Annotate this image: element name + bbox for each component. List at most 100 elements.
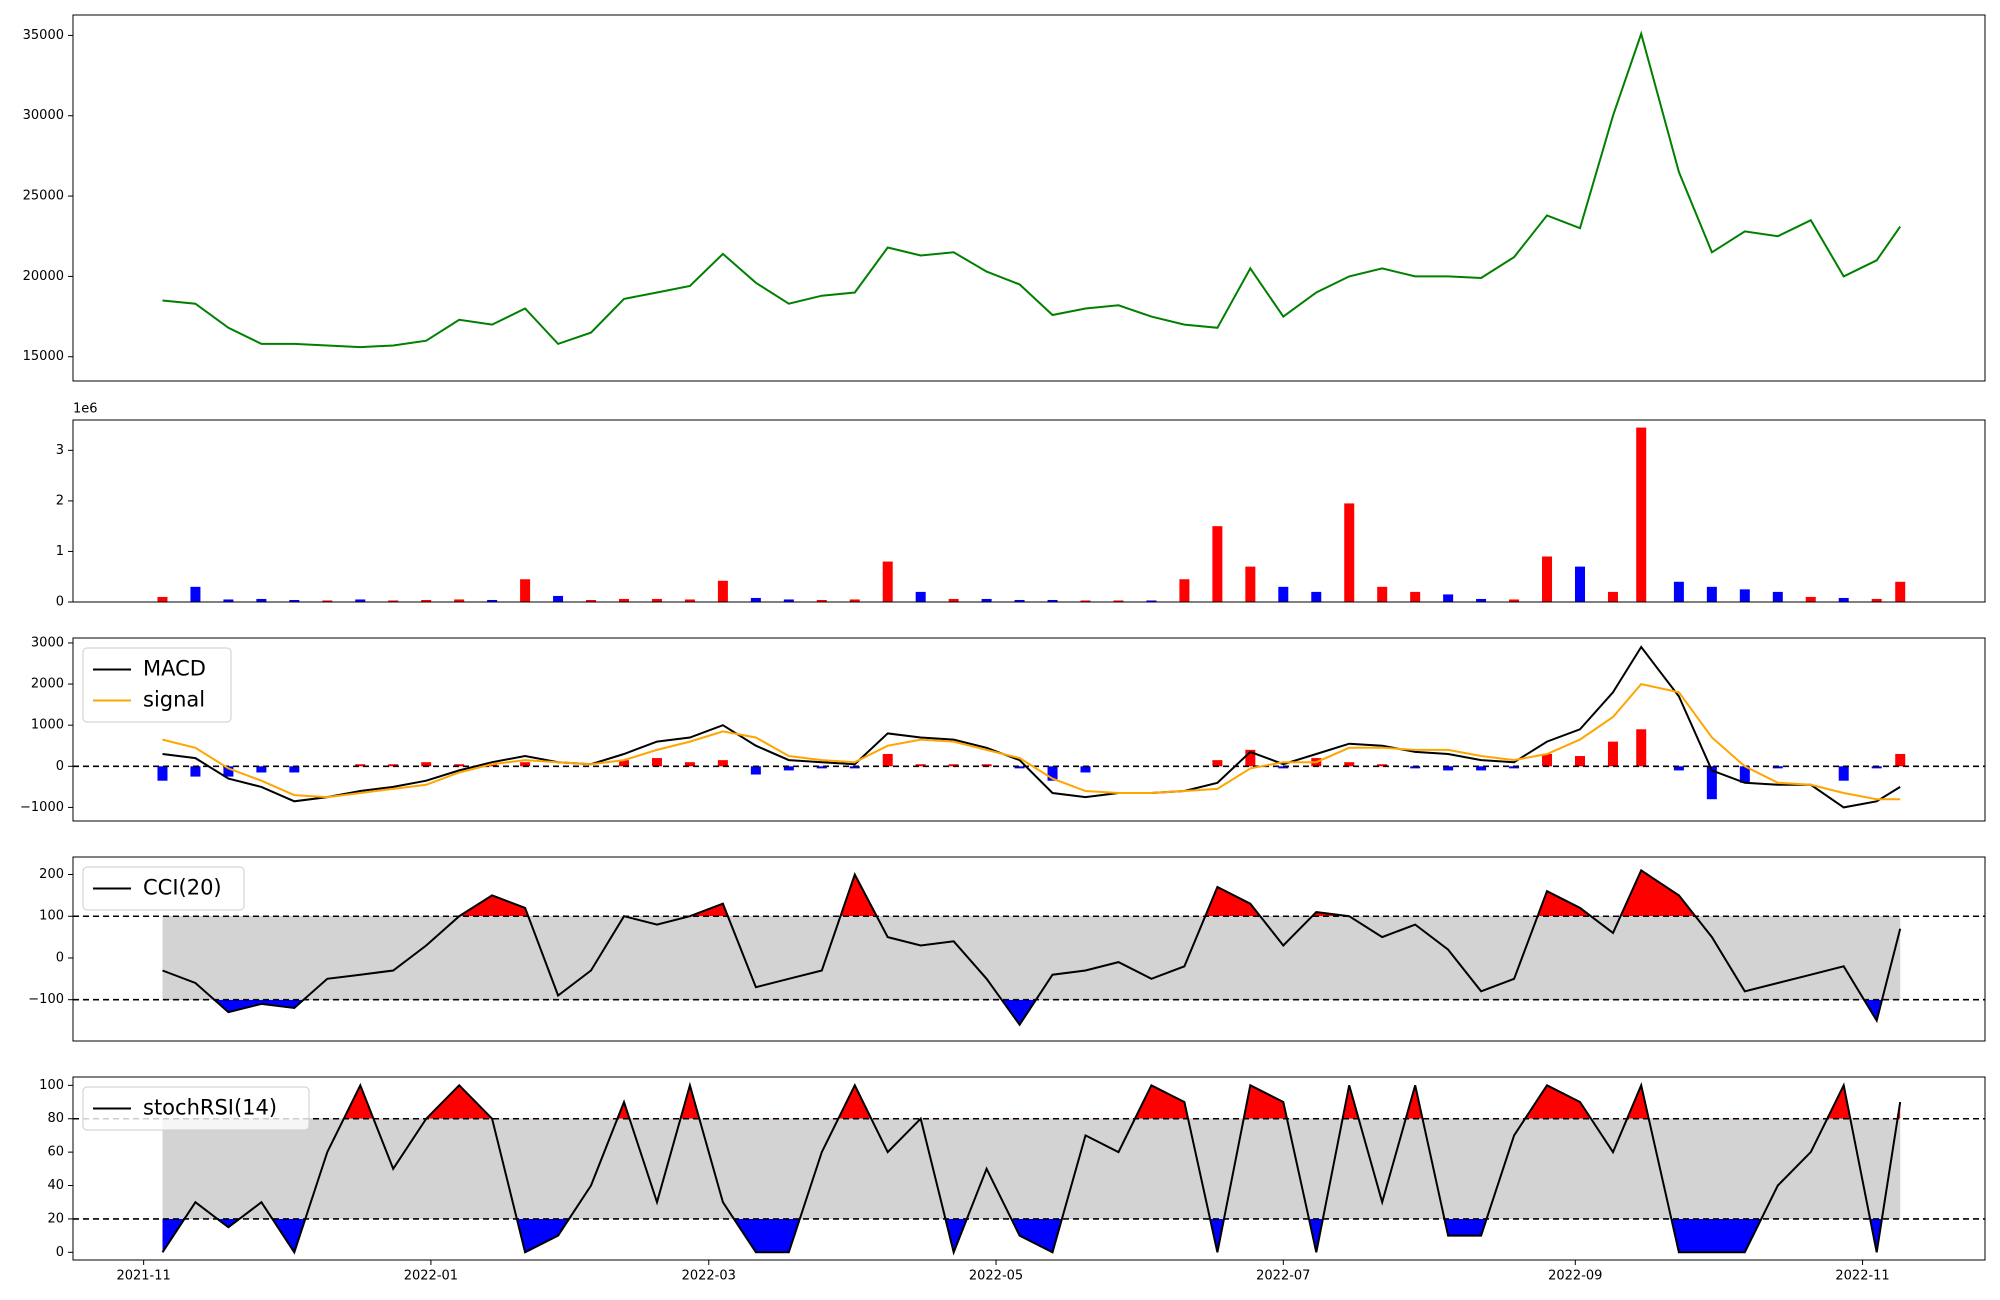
x-tick-label: 2022-05	[969, 1269, 1023, 1284]
bar	[1871, 766, 1882, 769]
y-tick-label: 2	[56, 493, 64, 508]
line-series	[162, 682, 1901, 801]
bar	[684, 762, 695, 767]
bar	[915, 764, 926, 767]
bar	[1146, 600, 1157, 602]
line-series	[162, 30, 1902, 349]
bar	[1509, 599, 1520, 602]
bar	[750, 597, 761, 602]
band-fill	[162, 916, 1901, 1000]
line-series	[162, 868, 1902, 1027]
plot-area	[73, 645, 1985, 809]
panel: −1000 0 1000 2000 3000 MACD signal	[20, 635, 1986, 822]
y-tick-label: 60	[47, 1145, 64, 1160]
bar	[1673, 581, 1684, 602]
bar	[1673, 766, 1684, 771]
bar	[1838, 597, 1849, 602]
bar	[289, 599, 300, 602]
bar	[1509, 766, 1520, 769]
bar	[223, 766, 234, 777]
bar	[553, 595, 564, 602]
x-tick-label: 2021-11	[116, 1269, 170, 1284]
bar	[1805, 596, 1816, 602]
bar	[1212, 526, 1223, 602]
legend-label: CCI(20)	[143, 876, 222, 900]
bar	[1179, 579, 1190, 602]
bar	[289, 766, 300, 773]
plot-area	[73, 1081, 1985, 1256]
y-tick-label: 1	[56, 544, 64, 559]
bar	[750, 766, 761, 775]
bar	[618, 598, 629, 602]
oversold-fill	[162, 999, 1901, 1025]
bar	[1410, 591, 1421, 602]
bar	[1607, 741, 1618, 767]
legend-box	[82, 647, 232, 723]
bar	[1772, 591, 1783, 602]
y-tick-label: 30000	[23, 108, 64, 123]
bar	[717, 580, 728, 602]
bar	[487, 599, 498, 602]
legend-label: stochRSI(14)	[143, 1096, 277, 1120]
bar	[1344, 762, 1355, 767]
bar	[1542, 753, 1553, 767]
bar	[256, 598, 267, 602]
bar	[651, 598, 662, 602]
line-series	[161, 1081, 1902, 1256]
bar	[520, 579, 531, 602]
bar	[1476, 766, 1487, 771]
bar	[1706, 586, 1717, 602]
bar	[1574, 756, 1585, 767]
bar	[981, 598, 992, 602]
bar	[1895, 753, 1906, 767]
bar	[783, 766, 794, 771]
bar	[1212, 760, 1223, 767]
bar	[1410, 766, 1421, 769]
y-tick-label: 40	[47, 1178, 64, 1193]
bar	[618, 760, 629, 767]
bar	[684, 599, 695, 602]
bar	[882, 561, 893, 602]
y-tick-label: 0	[56, 759, 64, 774]
panel: 15000 20000 25000 30000 35000	[23, 14, 1986, 382]
panel: 0 20 40 60 80 100 2021-11 2022-01 2022-03 2022-05…	[39, 1076, 1986, 1284]
axis-offset-label: 1e6	[73, 402, 98, 417]
bar	[849, 599, 860, 602]
bar	[355, 599, 366, 602]
x-tick-label: 2022-01	[404, 1269, 458, 1284]
panel-frame	[72, 1076, 1986, 1261]
bar	[1607, 591, 1618, 602]
bar	[1377, 764, 1388, 767]
bar	[1344, 503, 1355, 602]
bar	[223, 599, 234, 602]
bar	[1574, 566, 1585, 602]
bar	[190, 586, 201, 602]
plot-area	[157, 427, 1906, 602]
bar	[256, 766, 267, 773]
bar	[651, 758, 662, 767]
legend-label: signal	[143, 688, 205, 712]
bar	[816, 599, 827, 602]
bar	[454, 599, 465, 602]
legend-box	[82, 866, 245, 911]
y-tick-label: 0	[56, 595, 64, 610]
bar	[1871, 598, 1882, 602]
legend-box	[82, 1086, 310, 1131]
bar	[1047, 599, 1058, 602]
bar	[454, 764, 465, 767]
bar	[816, 766, 827, 769]
bar	[1014, 599, 1025, 602]
y-tick-label: 100	[39, 1078, 64, 1093]
panel-frame	[72, 637, 1986, 822]
bar	[1838, 766, 1849, 781]
bar	[520, 762, 531, 767]
y-tick-label: −1000	[20, 800, 64, 815]
bar	[487, 764, 498, 767]
panel: 0 1 2 3 1e6	[56, 402, 1986, 610]
y-tick-label: −100	[28, 992, 64, 1007]
overbought-fill	[162, 1085, 1901, 1119]
y-tick-label: 80	[47, 1111, 64, 1126]
bar	[1080, 766, 1091, 773]
